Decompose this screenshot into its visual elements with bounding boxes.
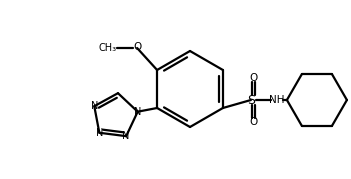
Text: N: N	[122, 131, 130, 141]
Text: N: N	[96, 128, 103, 138]
Text: O: O	[249, 117, 258, 127]
Text: S: S	[247, 93, 255, 107]
Text: CH₃: CH₃	[98, 43, 116, 53]
Text: N: N	[91, 101, 98, 111]
Text: NH: NH	[269, 95, 285, 105]
Text: N: N	[134, 107, 141, 117]
Text: O: O	[249, 73, 258, 83]
Text: O: O	[133, 42, 141, 52]
